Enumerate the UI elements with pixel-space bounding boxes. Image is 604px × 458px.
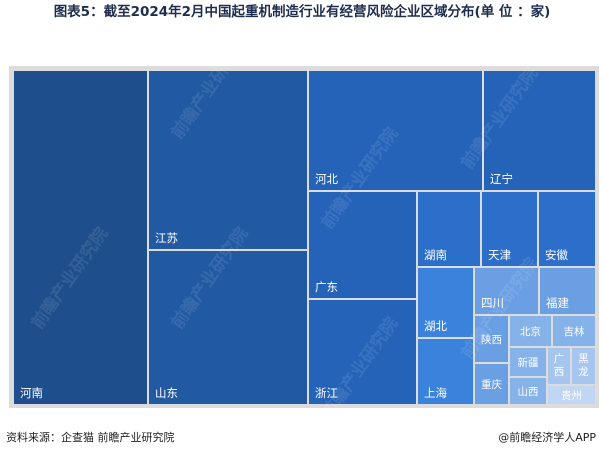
tile-山西 <box>510 378 546 404</box>
tile-label-辽宁: 辽宁 <box>490 172 513 186</box>
tile-label-北京: 北京 <box>520 325 541 338</box>
tile-福建 <box>540 268 595 314</box>
tile-label-安徽: 安徽 <box>545 248 568 262</box>
tile-label-福建: 福建 <box>546 296 569 310</box>
tile-label-广东: 广东 <box>315 280 338 294</box>
tile-label-浙江: 浙江 <box>315 386 338 400</box>
tile-label-广西: 广西 <box>554 353 565 378</box>
tile-湖北 <box>418 268 473 337</box>
tile-label-江苏: 江苏 <box>155 231 178 245</box>
tile-label-黑龙: 黑龙 <box>578 353 589 378</box>
tile-label-山东: 山东 <box>155 386 178 400</box>
source-note: 资料来源：企查猫 前瞻产业研究院 <box>6 431 175 444</box>
tile-label-重庆: 重庆 <box>481 378 502 391</box>
tile-安徽 <box>539 192 595 266</box>
tile-吉林 <box>553 316 595 346</box>
tile-新疆 <box>510 348 546 376</box>
chart-title: 图表5：截至2024年2月中国起重机制造行业有经营风险企业区域分布(单 位 ：家… <box>53 4 551 20</box>
tile-辽宁 <box>484 71 595 190</box>
tile-湖南 <box>418 192 480 266</box>
tile-label-上海: 上海 <box>424 386 447 400</box>
tile-label-山西: 山西 <box>518 386 539 398</box>
tile-label-湖南: 湖南 <box>424 248 447 262</box>
tile-山东 <box>149 251 307 404</box>
treemap-tiles <box>14 71 595 404</box>
tile-贵州 <box>548 386 595 404</box>
tile-江苏 <box>149 71 307 249</box>
tile-浙江 <box>309 300 416 404</box>
tile-label-河北: 河北 <box>315 172 338 186</box>
tile-重庆 <box>475 364 508 404</box>
tile-黑龙 <box>572 348 595 384</box>
credit-note: @前瞻经济学人APP <box>498 431 596 444</box>
tile-河北 <box>309 71 482 190</box>
tile-label-湖北: 湖北 <box>424 319 447 333</box>
tile-label-新疆: 新疆 <box>518 356 539 369</box>
tile-label-吉林: 吉林 <box>564 325 585 338</box>
tile-河南 <box>14 71 147 404</box>
tile-天津 <box>482 192 537 266</box>
tile-北京 <box>510 316 551 346</box>
tile-上海 <box>418 339 473 404</box>
tile-label-河南: 河南 <box>20 386 43 400</box>
tile-label-贵州: 贵州 <box>561 389 582 402</box>
tile-label-四川: 四川 <box>481 296 504 310</box>
tile-label-陕西: 陕西 <box>481 333 502 346</box>
tile-广东 <box>309 192 416 298</box>
tile-陕西 <box>475 316 508 362</box>
tile-四川 <box>475 268 538 314</box>
tile-label-天津: 天津 <box>488 248 511 262</box>
tile-广西 <box>548 348 570 384</box>
